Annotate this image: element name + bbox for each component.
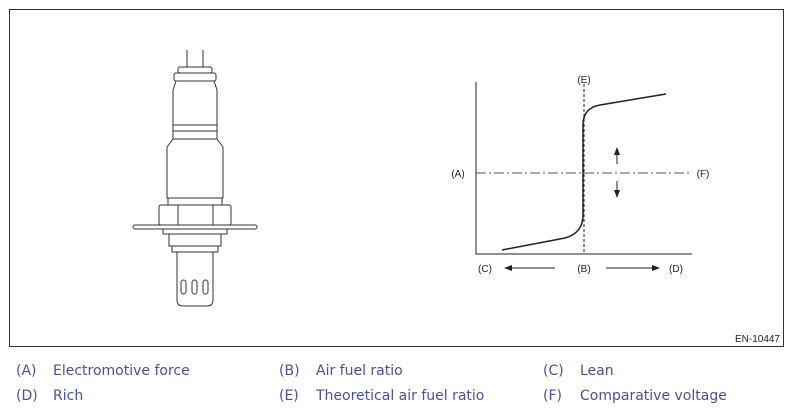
output-curve <box>501 93 667 251</box>
legend-item-c: (C) Lean <box>543 363 614 379</box>
figure-code: EN-10447 <box>734 334 780 345</box>
label-d: (D) <box>669 264 683 275</box>
oxygen-sensor-diagram: (E) (A) (F) (C) (B) (D) <box>132 50 710 307</box>
legend-item-b: (B) Air fuel ratio <box>279 363 403 379</box>
label-c: (C) <box>478 264 492 275</box>
legend-item-a: (A) Electromotive force <box>16 363 190 379</box>
voltage-graph <box>475 82 692 271</box>
label-f: (F) <box>697 169 710 180</box>
oxygen-sensor-drawing <box>132 50 258 307</box>
figure-frame <box>9 9 784 347</box>
legend-item-f: (F) Comparative voltage <box>543 388 727 404</box>
label-a: (A) <box>451 169 464 180</box>
label-e: (E) <box>577 75 590 86</box>
legend-item-e: (E) Theoretical air fuel ratio <box>279 388 485 404</box>
graph-axes <box>475 82 692 255</box>
legend-item-d: (D) Rich <box>16 388 84 404</box>
label-b: (B) <box>577 264 590 275</box>
